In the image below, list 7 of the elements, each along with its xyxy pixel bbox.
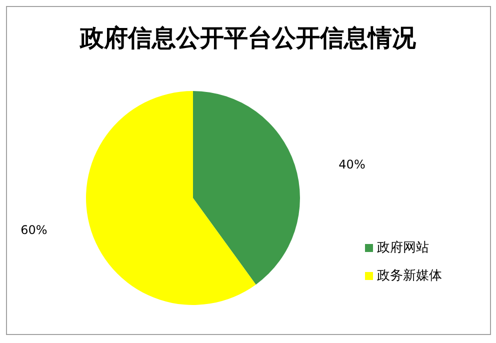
- data-label: 60%: [20, 223, 48, 238]
- pie-slice: [86, 91, 256, 305]
- legend-label: 政府网站: [377, 240, 429, 256]
- chart-title: 政府信息公开平台公开信息情况: [79, 24, 417, 52]
- data-label: 40%: [338, 157, 366, 172]
- pie-slice: [193, 91, 300, 285]
- legend-label: 政务新媒体: [377, 268, 442, 284]
